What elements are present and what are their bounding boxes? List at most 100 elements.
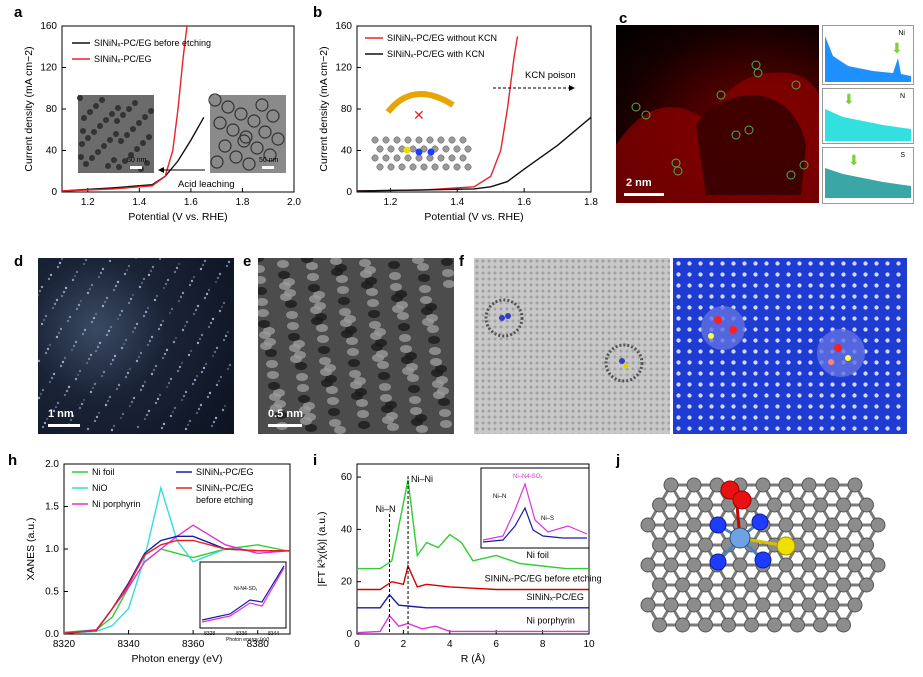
atom-dot <box>226 367 230 371</box>
carbon-atom <box>813 537 828 553</box>
atom-dot <box>209 321 213 325</box>
contrast-blob <box>408 385 420 393</box>
atom-dot <box>44 351 48 355</box>
atom-dot <box>177 262 181 266</box>
atom-dot <box>226 330 230 334</box>
carbon-atom <box>437 136 445 144</box>
carbon-atom <box>778 557 794 573</box>
atom-dot <box>67 385 71 389</box>
contrast-blob <box>380 394 392 402</box>
atom-dot <box>178 365 182 369</box>
legend-entry: SINiNₓ-PC/EG before etching <box>94 38 211 48</box>
atom-dot <box>211 317 215 321</box>
atom-dot <box>120 309 124 313</box>
atom-dot <box>110 428 114 432</box>
contrast-blob <box>339 308 351 316</box>
atom-dot <box>51 306 55 310</box>
atom-dot <box>205 292 209 296</box>
contrast-blob <box>268 382 280 390</box>
x-tick-label: 2 <box>401 639 407 650</box>
atom-dot <box>123 272 127 276</box>
inset-nis-label: Ni–S <box>541 516 554 522</box>
contrast-blob <box>387 423 399 431</box>
carbon-atom <box>376 163 384 171</box>
plot-frame <box>356 463 590 635</box>
carbon-atom <box>453 145 461 153</box>
atom-dot <box>153 298 157 302</box>
molecule-model-2 <box>604 343 644 383</box>
carbon-atom <box>409 145 417 153</box>
carbon-atom <box>663 597 679 613</box>
atom-dot <box>46 347 50 351</box>
atom-dot <box>85 361 89 365</box>
atom-dot <box>135 322 139 326</box>
atom-dot <box>202 366 206 370</box>
contrast-blob <box>401 356 413 364</box>
atom-dot <box>214 416 218 420</box>
series-label: SINiNₓ-PC/EG before etching <box>485 574 602 584</box>
atom-dot <box>210 424 214 428</box>
contrast-blob <box>418 274 430 282</box>
atom-dot <box>149 269 153 273</box>
atom-dot <box>98 341 102 345</box>
atom-dot <box>71 414 75 418</box>
carbon-atom <box>393 154 401 162</box>
contrast-blob <box>266 360 278 368</box>
atom-dot <box>48 343 52 347</box>
simulated-image-f <box>474 258 670 434</box>
atom-dot <box>131 330 135 334</box>
contrast-blob <box>340 319 352 327</box>
series-line-1 <box>356 116 592 192</box>
atom-dot <box>53 302 57 306</box>
y-tick-label: 120 <box>40 63 57 74</box>
atom-dot <box>38 359 41 363</box>
contrast-blob <box>407 374 419 382</box>
scalebar-a1 <box>130 166 142 169</box>
atom-dot <box>90 320 94 324</box>
carbon-atom <box>640 517 656 533</box>
particle <box>95 149 101 155</box>
carbon-atom <box>398 163 406 171</box>
atom-dot <box>180 398 184 402</box>
carbon-atom <box>813 497 828 513</box>
atom-dot <box>92 316 96 320</box>
contrast-blob <box>360 270 372 278</box>
inset-tick: 8336 <box>236 631 247 637</box>
atom-dot <box>66 319 70 323</box>
contrast-blob <box>438 398 450 406</box>
atom-dot <box>87 357 91 361</box>
legend-entry: SINiNₓ-PC/EG with KCN <box>387 49 484 59</box>
contrast-blob <box>316 324 328 332</box>
carbon-atom <box>790 617 805 633</box>
contrast-blob <box>356 399 368 407</box>
contrast-blob <box>286 311 298 319</box>
atom-dot <box>38 396 41 400</box>
pore <box>255 98 269 112</box>
atom-dot <box>212 420 216 424</box>
carbon-atom <box>836 497 851 513</box>
contrast-blob <box>361 281 373 289</box>
carbon-atom <box>426 136 434 144</box>
particle <box>146 134 152 140</box>
inset-top-label: Ni–N4-SOₓ <box>513 474 542 480</box>
panel-label-a: a <box>14 4 23 21</box>
contrast-blob <box>258 309 269 317</box>
atom-dot <box>106 399 110 403</box>
atom-dot <box>199 403 203 407</box>
contrast-blob <box>269 393 281 401</box>
particle <box>81 115 87 121</box>
atom-dot <box>104 403 108 407</box>
legend-entry: Ni foil <box>92 467 115 477</box>
atom-dot <box>148 339 152 343</box>
contrast-blob <box>310 306 322 314</box>
atom-dot <box>218 272 222 276</box>
carbon-atom <box>813 577 828 593</box>
carbon-atom <box>778 517 794 533</box>
contrast-blob <box>389 272 401 280</box>
sulfur-atom <box>403 146 411 154</box>
contrast-blob <box>379 383 391 391</box>
contrast-blob <box>307 273 319 281</box>
atom-dot <box>186 423 190 427</box>
carbon-atom <box>790 497 805 513</box>
atom-dot <box>196 304 200 308</box>
